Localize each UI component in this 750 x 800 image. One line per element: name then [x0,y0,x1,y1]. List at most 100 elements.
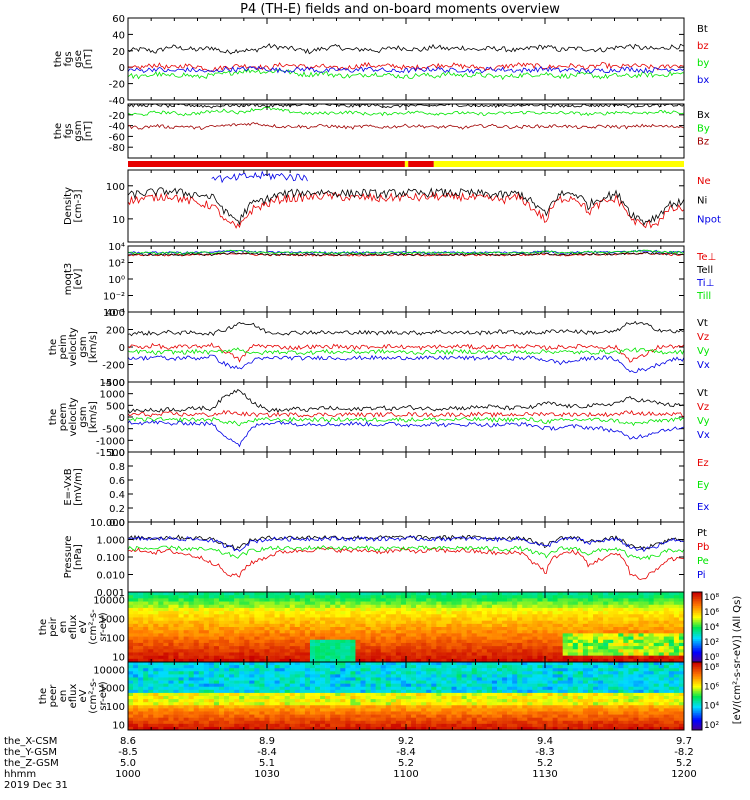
heatmap-cell [198,630,205,634]
heatmap-cell [481,683,488,688]
heatmap-cell [451,639,457,644]
heatmap-cell [218,717,225,722]
heatmap-cell [304,604,311,609]
heatmap-cell [400,617,407,621]
heatmap-cell [411,598,417,602]
heatmap-cell [441,633,447,637]
heatmap-cell [496,642,503,647]
heatmap-cell [471,699,478,703]
heatmap-cell [426,649,432,653]
heatmap-cell [345,686,351,691]
heatmap-cell [143,702,149,706]
heatmap-cell [476,662,483,666]
heatmap-cell [213,723,220,728]
colorbar-cell [692,620,702,623]
heatmap-cell [284,714,291,718]
heatmap-cell [385,630,392,634]
heatmap-cell [390,639,397,644]
heatmap-cell [643,658,649,663]
heatmap-cell [264,720,270,725]
heatmap-cell [239,683,245,688]
heatmap-cell [618,649,624,653]
heatmap-cell [320,686,326,691]
heatmap-cell [608,646,614,650]
heatmap-cell [163,711,169,715]
heatmap-cell [471,607,478,612]
heatmap-cell [461,696,467,700]
heatmap-cell [678,592,685,596]
heatmap-cell [330,683,336,688]
heatmap-cell [138,699,144,703]
ytick-label: 10000 [93,665,125,676]
heatmap-cell [562,611,569,615]
heatmap-cell [678,604,685,609]
heatmap-cell [153,686,159,691]
heatmap-cell [360,658,366,663]
heatmap-cell [148,665,154,669]
heatmap-cell [203,633,210,637]
heatmap-cell [406,623,412,628]
heatmap-cell [476,595,483,599]
heatmap-cell [213,717,220,722]
heatmap-cell [400,689,407,694]
heatmap-cell [491,686,498,691]
heatmap-cell [259,607,265,612]
heatmap-cell [522,646,528,650]
heatmap-cell [239,658,245,663]
heatmap-cell [299,689,306,694]
heatmap-cell [375,680,382,684]
heatmap-cell [350,689,356,694]
heatmap-cell [325,627,331,631]
heatmap-cell [254,686,260,691]
heatmap-cell [507,699,513,703]
heatmap-cell [628,630,634,634]
heatmap-cell [466,636,472,641]
heatmap-cell [138,668,144,672]
heatmap-cell [224,668,230,672]
heatmap-cell [502,723,508,728]
heatmap-cell [284,671,291,675]
heatmap-cell [613,611,619,615]
heatmap-cell [370,699,376,703]
heatmap-cell [229,683,235,688]
legend-Bx: Bx [697,110,710,121]
heatmap-cell [618,642,624,647]
heatmap-cell [471,627,478,631]
heatmap-cell [355,671,361,675]
heatmap-cell [517,646,523,650]
heatmap-cell [239,714,245,718]
heatmap-cell [325,611,331,615]
heatmap-cell [259,683,265,688]
heatmap-cell [668,604,675,609]
heatmap-cell [532,658,538,663]
heatmap-cell [269,677,275,681]
heatmap-cell [436,723,442,728]
heatmap-cell [476,708,483,712]
heatmap-cell [173,699,179,703]
heatmap-cell [143,642,149,647]
heatmap-cell [542,668,548,672]
heatmap-cell [491,726,498,731]
heatmap-cell [289,636,296,641]
heatmap-cell [153,658,159,663]
heatmap-cell [365,604,371,609]
heatmap-cell [385,592,392,596]
heatmap-cell [193,607,200,612]
heatmap-cell [249,652,255,656]
heatmap-cell [532,689,538,694]
heatmap-cell [618,601,624,606]
heatmap-cell [345,598,351,602]
heatmap-cell [486,711,493,715]
heatmap-cell [375,705,382,709]
heatmap-cell [562,627,569,631]
heatmap-cell [148,630,154,634]
heatmap-cell [254,708,260,712]
heatmap-cell [426,655,432,660]
heatmap-cell [416,717,422,722]
heatmap-cell [193,711,200,715]
heatmap-cell [426,595,432,599]
legend-Vx: Vx [697,360,710,371]
heatmap-cell [370,614,376,618]
heatmap-cell [304,646,311,650]
heatmap-cell [208,717,215,722]
